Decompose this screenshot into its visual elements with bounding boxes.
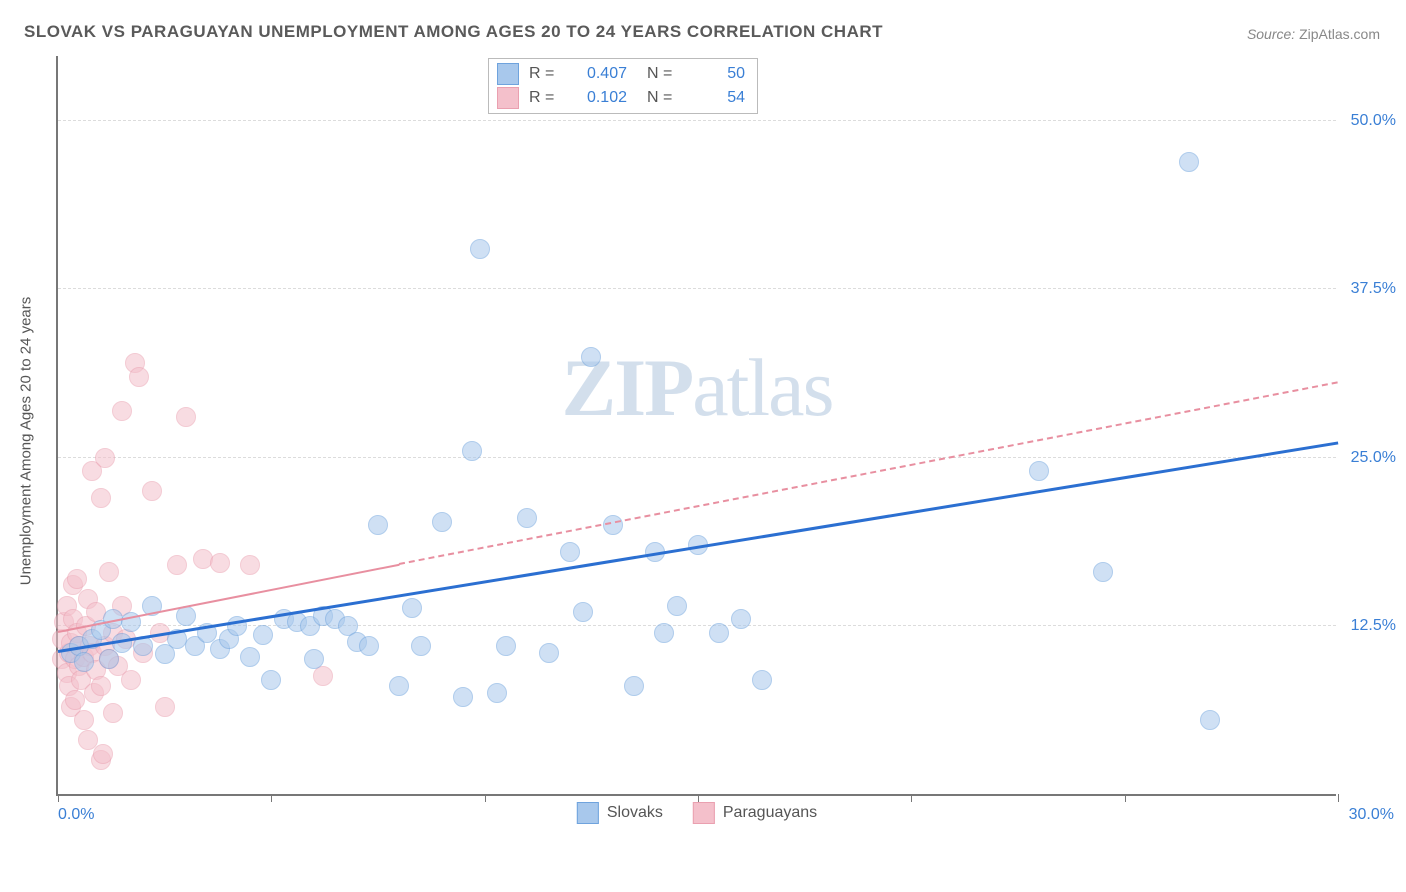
source-attribution: Source: ZipAtlas.com (1247, 26, 1380, 42)
data-point (581, 347, 601, 367)
gridline (58, 625, 1336, 626)
data-point (470, 239, 490, 259)
data-point (359, 636, 379, 656)
source-label: Source: (1247, 26, 1295, 42)
data-point (167, 555, 187, 575)
legend-label: Paraguayans (723, 804, 817, 822)
legend-swatch (497, 87, 519, 109)
data-point (573, 602, 593, 622)
plot-area: ZIPatlas R =0.407N =50R =0.102N =54 0.0%… (56, 56, 1336, 796)
series-legend: Slovaks Paraguayans (577, 802, 817, 824)
data-point (709, 623, 729, 643)
data-point (411, 636, 431, 656)
data-point (210, 553, 230, 573)
data-point (112, 401, 132, 421)
legend-swatch (577, 802, 599, 824)
gridline (58, 457, 1336, 458)
legend-n-label: N = (647, 65, 681, 83)
data-point (402, 598, 422, 618)
data-point (253, 625, 273, 645)
gridline (58, 120, 1336, 121)
data-point (74, 652, 94, 672)
legend-row: R = 0.102 N = 54 (497, 87, 745, 109)
x-axis-max-label: 30.0% (1349, 806, 1394, 824)
legend-n-value: 50 (691, 65, 745, 83)
data-point (560, 542, 580, 562)
data-point (624, 676, 644, 696)
data-point (453, 687, 473, 707)
data-point (142, 481, 162, 501)
legend-r-value: 0.407 (573, 65, 627, 83)
legend-swatch (693, 802, 715, 824)
legend-swatch (497, 63, 519, 85)
data-point (496, 636, 516, 656)
data-point (129, 367, 149, 387)
x-tick (485, 794, 486, 802)
x-tick (698, 794, 699, 802)
chart-container: Unemployment Among Ages 20 to 24 years Z… (56, 56, 1376, 826)
y-axis-label: Unemployment Among Ages 20 to 24 years (18, 297, 35, 586)
data-point (539, 643, 559, 663)
data-point (487, 683, 507, 703)
x-tick (1125, 794, 1126, 802)
chart-title: SLOVAK VS PARAGUAYAN UNEMPLOYMENT AMONG … (24, 22, 883, 42)
legend-n-value: 54 (691, 89, 745, 107)
data-point (121, 670, 141, 690)
data-point (368, 515, 388, 535)
data-point (517, 508, 537, 528)
data-point (176, 407, 196, 427)
data-point (304, 649, 324, 669)
source-value: ZipAtlas.com (1299, 26, 1380, 42)
data-point (667, 596, 687, 616)
data-point (67, 569, 87, 589)
legend-label: Slovaks (607, 804, 663, 822)
data-point (654, 623, 674, 643)
y-tick-label: 37.5% (1351, 280, 1396, 298)
trend-line (58, 441, 1338, 653)
legend-r-label: R = (529, 65, 563, 83)
data-point (731, 609, 751, 629)
data-point (103, 703, 123, 723)
data-point (99, 649, 119, 669)
data-point (389, 676, 409, 696)
data-point (155, 697, 175, 717)
legend-r-label: R = (529, 89, 563, 107)
x-axis-min-label: 0.0% (58, 806, 94, 824)
data-point (1029, 461, 1049, 481)
y-tick-label: 25.0% (1351, 449, 1396, 467)
data-point (91, 488, 111, 508)
trend-line-dashed (399, 382, 1338, 566)
gridline (58, 288, 1336, 289)
data-point (176, 606, 196, 626)
data-point (65, 690, 85, 710)
data-point (1200, 710, 1220, 730)
data-point (99, 562, 119, 582)
data-point (240, 555, 260, 575)
series-legend-item: Paraguayans (693, 802, 817, 824)
legend-r-value: 0.102 (573, 89, 627, 107)
watermark: ZIPatlas (562, 341, 833, 435)
data-point (1179, 152, 1199, 172)
x-tick (1338, 794, 1339, 802)
data-point (432, 512, 452, 532)
x-tick (911, 794, 912, 802)
data-point (1093, 562, 1113, 582)
data-point (74, 710, 94, 730)
data-point (93, 744, 113, 764)
data-point (240, 647, 260, 667)
data-point (95, 448, 115, 468)
series-legend-item: Slovaks (577, 802, 663, 824)
data-point (261, 670, 281, 690)
legend-n-label: N = (647, 89, 681, 107)
legend-row: R = 0.407 N = 50 (497, 63, 745, 85)
data-point (462, 441, 482, 461)
watermark-rest: atlas (692, 342, 832, 433)
correlation-legend: R = 0.407 N = 50 R = 0.102 N = 54 (488, 58, 758, 114)
data-point (91, 676, 111, 696)
x-tick (271, 794, 272, 802)
y-tick-label: 12.5% (1351, 617, 1396, 635)
x-tick (58, 794, 59, 802)
y-tick-label: 50.0% (1351, 112, 1396, 130)
data-point (752, 670, 772, 690)
